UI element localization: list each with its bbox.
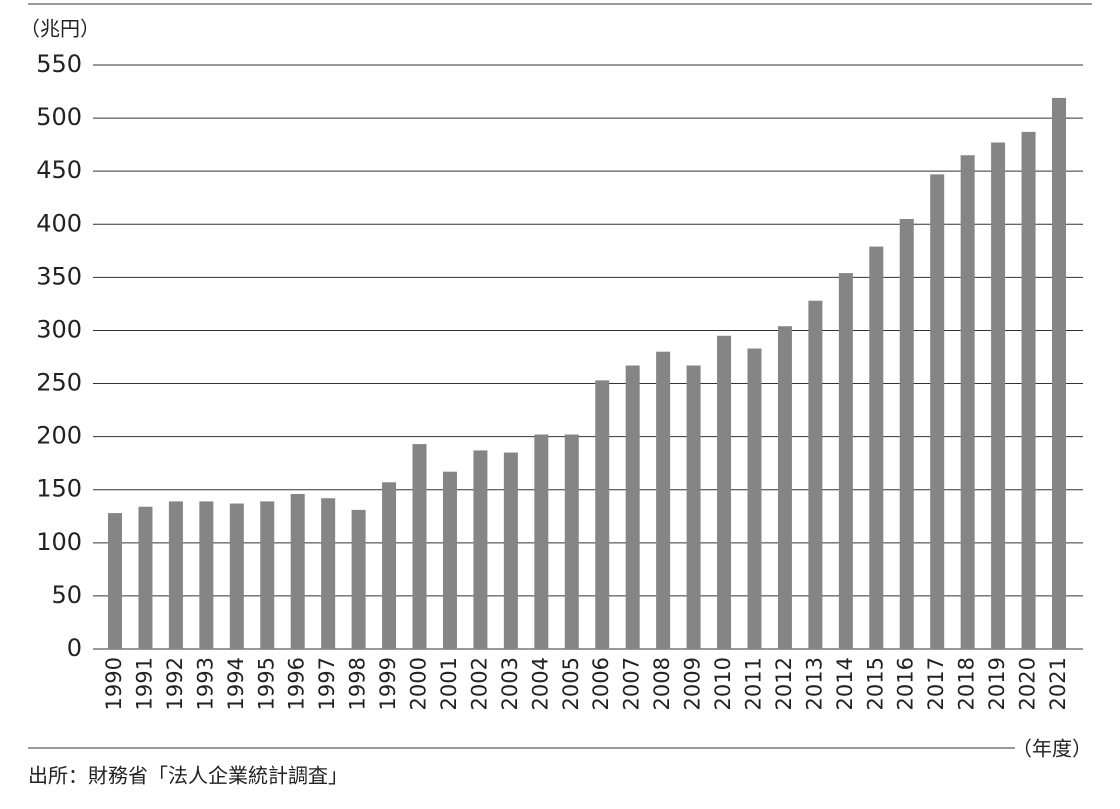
bar — [138, 506, 153, 649]
x-tick-label: 1995 — [254, 657, 278, 710]
y-tick-label: 300 — [36, 315, 82, 343]
bar — [930, 174, 945, 649]
bar — [686, 365, 701, 649]
y-tick-label: 50 — [51, 581, 82, 609]
y-tick-label: 200 — [36, 422, 82, 450]
x-tick-label: 2014 — [833, 657, 857, 710]
x-tick-label: 2011 — [741, 657, 765, 710]
x-tick-label: 2010 — [711, 657, 735, 710]
x-tick-label: 2005 — [559, 657, 583, 710]
bar — [564, 434, 579, 649]
bar — [199, 501, 214, 649]
bar — [382, 482, 397, 649]
x-tick-label: 2004 — [528, 657, 552, 710]
y-tick-label: 500 — [36, 103, 82, 131]
x-tick-label: 2002 — [467, 657, 491, 710]
bar — [503, 452, 518, 649]
y-tick-label: 250 — [36, 369, 82, 397]
x-tick-label: 1999 — [376, 657, 400, 710]
bar — [595, 380, 610, 649]
x-tick-label: 2021 — [1046, 657, 1070, 710]
x-tick-label: 2008 — [650, 657, 674, 710]
bar — [960, 155, 975, 649]
bar — [656, 351, 671, 649]
bar — [1052, 97, 1066, 649]
x-tick-label: 2000 — [407, 657, 431, 710]
bar — [229, 503, 244, 649]
x-tick-label: 2003 — [498, 657, 522, 710]
source: 出所：財務省「法人企業統計調査」 — [28, 764, 348, 788]
bar — [351, 509, 366, 649]
bar — [869, 246, 884, 649]
bar — [625, 365, 640, 649]
bar — [808, 300, 823, 649]
x-tick-label: 1996 — [285, 657, 309, 710]
bar — [534, 434, 549, 649]
bar — [717, 335, 732, 649]
y-tick-label: 0 — [67, 634, 82, 662]
bar — [442, 471, 457, 649]
x-tick-label: 2001 — [437, 657, 461, 710]
y-tick-label: 100 — [36, 528, 82, 556]
bar — [260, 501, 275, 649]
x-tick-label: 1998 — [346, 657, 370, 710]
bar — [108, 513, 122, 649]
x-tick-label: 1990 — [102, 657, 126, 710]
x-tick-label: 2007 — [620, 657, 644, 710]
x-tick-label: 1991 — [132, 657, 156, 710]
x-tick-label: 2018 — [955, 657, 979, 710]
y-tick-label: 400 — [36, 209, 82, 237]
y-tick-label: 550 — [36, 50, 82, 78]
bar — [777, 326, 792, 649]
bar — [991, 142, 1006, 649]
x-tick-label: 2020 — [1016, 657, 1040, 710]
y-axis-label: （兆円） — [20, 17, 100, 41]
bar — [168, 501, 183, 649]
bar — [412, 444, 427, 649]
y-tick-label: 450 — [36, 156, 82, 184]
bar — [290, 493, 305, 649]
x-tick-label: 2006 — [589, 657, 613, 710]
x-tick-label: 2009 — [681, 657, 705, 710]
bar — [747, 348, 762, 649]
y-tick-label: 150 — [36, 475, 82, 503]
bar — [321, 498, 336, 649]
x-tick-label: 2017 — [924, 657, 948, 710]
bar — [838, 273, 853, 649]
x-tick-label: 1993 — [193, 657, 217, 710]
bar — [473, 450, 488, 649]
x-tick-label: 1994 — [224, 657, 248, 710]
bar — [899, 218, 914, 650]
x-tick-label: 2015 — [863, 657, 887, 710]
y-tick-label: 350 — [36, 262, 82, 290]
x-axis-label: （年度） — [1012, 737, 1092, 761]
x-tick-label: 2012 — [772, 657, 796, 710]
x-tick-label: 2013 — [802, 657, 826, 710]
x-tick-label: 2016 — [894, 657, 918, 710]
x-tick-label: 1992 — [163, 657, 187, 710]
x-tick-label: 2019 — [985, 657, 1009, 710]
bar — [1021, 131, 1036, 650]
x-tick-label: 1997 — [315, 657, 339, 710]
